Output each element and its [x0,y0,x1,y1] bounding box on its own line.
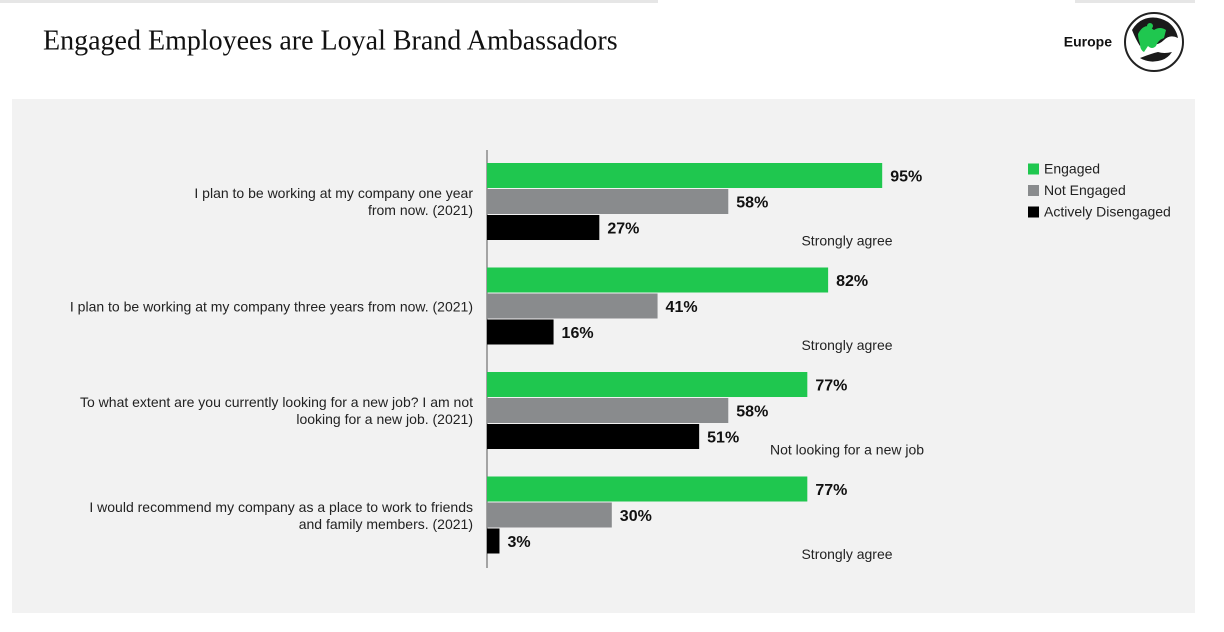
bar [487,215,600,240]
value-label: 77% [815,482,847,499]
annotation: Strongly agree [801,546,892,562]
value-label: 95% [890,169,922,186]
bar [487,189,729,214]
value-label: 27% [607,221,639,238]
value-label: 3% [507,534,530,551]
legend-swatch [1028,185,1039,196]
top-strip [0,0,658,3]
legend-label: Engaged [1044,161,1100,177]
annotation: Not looking for a new job [770,442,924,458]
value-label: 30% [620,508,652,525]
bar [487,163,883,188]
bar [487,267,829,293]
category-label: To what extent are you currently looking… [80,394,473,427]
legend-label: Not Engaged [1044,182,1126,198]
top-strip [1075,0,1195,3]
value-label: 77% [815,378,847,395]
value-label: 16% [562,325,594,342]
annotation: Strongly agree [801,337,892,353]
legend-swatch [1028,163,1039,175]
value-label: 58% [736,404,768,421]
legend-label: Actively Disengaged [1044,204,1171,220]
category-label: I would recommend my company as a place … [89,498,473,532]
bar [487,424,700,449]
bar [487,372,808,397]
bar [487,502,612,528]
bar [487,293,658,319]
value-label: 51% [707,430,739,447]
region-label: Europe [1064,34,1112,50]
bar [487,528,500,554]
value-label: 82% [836,273,868,290]
legend-swatch [1028,206,1039,218]
bar [487,319,554,345]
globe-icon [1124,12,1184,72]
value-label: 41% [666,299,698,316]
chart-title: Engaged Employees are Loyal Brand Ambass… [43,25,618,56]
category-label: I plan to be working at my company one y… [194,185,473,218]
category-label: I plan to be working at my company three… [69,298,473,314]
annotation: Strongly agree [801,233,892,249]
bar [487,476,808,502]
bar [487,398,729,423]
value-label: 58% [736,195,768,212]
